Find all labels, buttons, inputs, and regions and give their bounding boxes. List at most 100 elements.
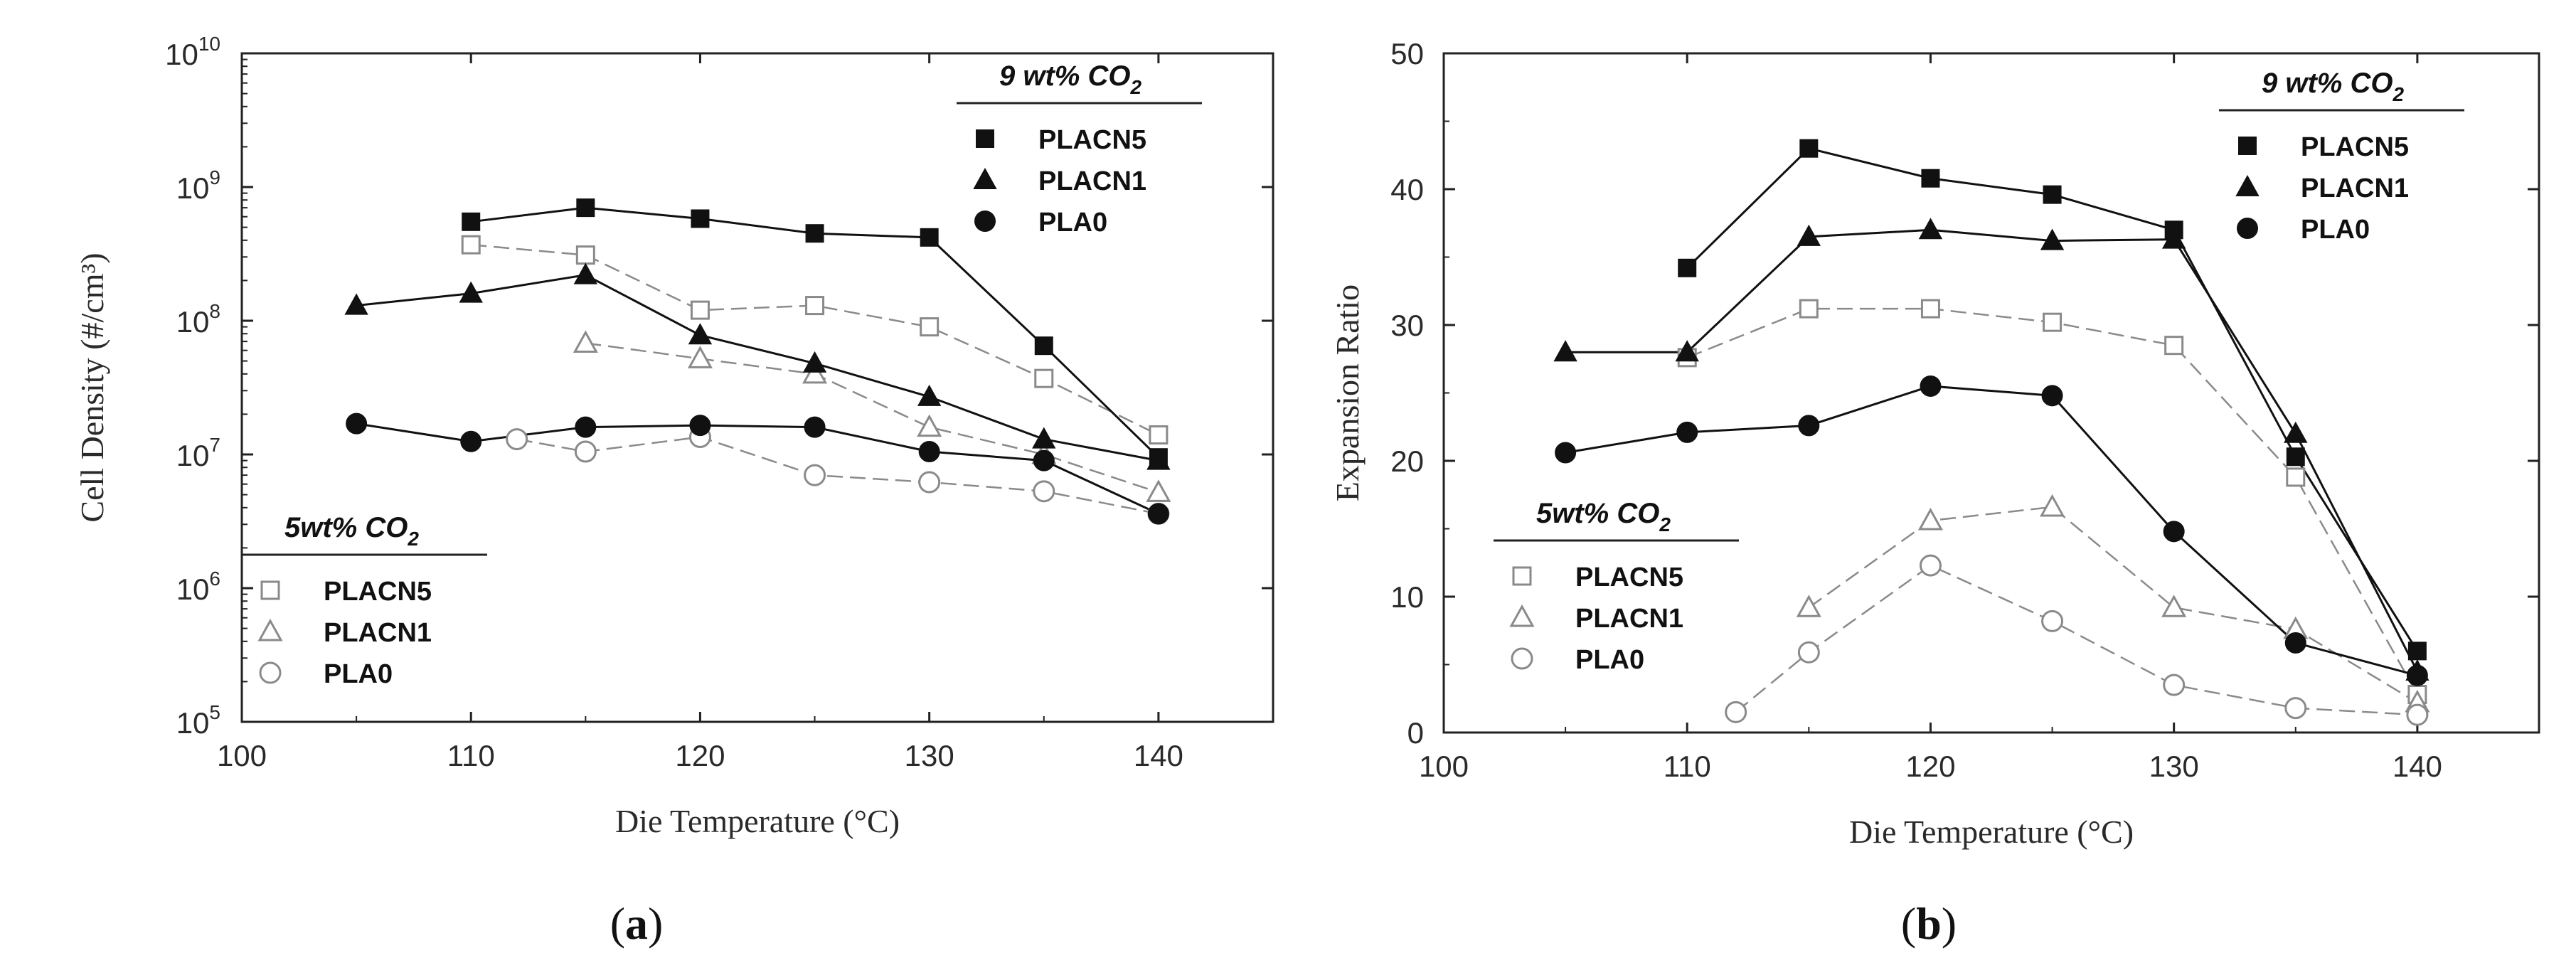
data-point-placn5-9wt — [1678, 258, 1697, 277]
legend-5wt-entry: PLACN1 — [1575, 604, 1683, 634]
y-tick-label: 0 — [1407, 716, 1424, 750]
data-point-placn1-9wt — [2161, 227, 2186, 249]
data-point-pla0-5wt — [1919, 554, 1942, 577]
data-point-placn1-9wt — [802, 351, 827, 373]
legend-9wt-marker — [2237, 218, 2258, 239]
legend-9wt-marker — [2238, 137, 2257, 155]
legend-5wt: 5wt% CO2 PLACN5 PLACN1 PLA0 — [1494, 498, 1739, 675]
data-point-placn1-9wt — [688, 323, 713, 345]
data-point-placn1-5wt — [2040, 494, 2065, 517]
y-tick-label: 1010 — [165, 33, 220, 71]
series-line-placn1-5wt — [1808, 506, 2418, 704]
data-point-pla0-9wt — [1555, 442, 1577, 464]
data-point-pla0-9wt — [2163, 521, 2185, 543]
data-point-placn5-9wt — [691, 209, 710, 228]
data-point-pla0-9wt — [689, 415, 711, 437]
data-point-placn5-5wt — [461, 235, 481, 255]
data-point-pla0-9wt — [804, 416, 826, 438]
x-axis-label: Die Temperature (°C) — [615, 803, 900, 839]
data-point-placn5-9wt — [920, 228, 939, 247]
data-point-placn5-9wt — [2286, 447, 2305, 467]
data-point-placn5-5wt — [920, 317, 940, 337]
data-point-placn5-5wt — [1149, 425, 1169, 445]
x-axis-label: Die Temperature (°C) — [1849, 814, 2134, 850]
data-point-placn1-5wt — [573, 330, 598, 353]
data-point-placn5-5wt — [2164, 336, 2184, 356]
data-point-placn5-5wt — [805, 296, 825, 316]
y-tick-label: 40 — [1390, 173, 1424, 206]
panel-a-label: (a) — [610, 898, 664, 949]
data-point-placn1-9wt — [459, 281, 483, 303]
legend-9wt-entry: PLACN5 — [1038, 125, 1146, 155]
x-tick-label: 140 — [1134, 739, 1183, 772]
legend-9wt-marker — [976, 129, 994, 148]
data-point-placn1-5wt — [802, 361, 828, 384]
legend-9wt-entry: PLA0 — [1038, 208, 1107, 238]
y-tick-label: 105 — [176, 701, 220, 740]
data-point-placn1-9wt — [1797, 224, 1821, 246]
data-point-placn5-9wt — [1799, 139, 1819, 158]
y-tick-label: 30 — [1390, 309, 1424, 342]
series-line-placn1-9wt — [356, 274, 1159, 462]
data-point-placn5-9wt — [805, 224, 824, 243]
data-point-placn5-9wt — [462, 212, 481, 231]
data-point-pla0-5wt — [574, 440, 597, 463]
y-tick-label: 10 — [1390, 580, 1424, 614]
data-point-placn5-5wt — [690, 300, 710, 320]
x-tick-label: 130 — [2149, 750, 2199, 783]
data-point-placn1-9wt — [1146, 448, 1171, 470]
series-line-pla0-9wt — [1565, 385, 2418, 677]
data-point-pla0-9wt — [1920, 375, 1942, 397]
x-tick-label: 130 — [905, 739, 954, 772]
x-tick-label: 100 — [217, 739, 267, 772]
data-point-placn1-9wt — [344, 293, 368, 315]
data-point-placn1-5wt — [1917, 507, 1943, 531]
legend-5wt-marker — [259, 661, 282, 684]
y-tick-label: 109 — [176, 166, 220, 205]
data-point-placn5-9wt — [2043, 185, 2062, 204]
data-point-pla0-9wt — [1147, 503, 1169, 525]
data-point-placn1-5wt — [917, 414, 942, 437]
y-tick-label: 108 — [176, 300, 220, 339]
plot-frame — [240, 52, 1274, 723]
legend-5wt-entry: PLACN1 — [324, 618, 432, 648]
legend-9wt-entry: PLACN1 — [1038, 166, 1146, 196]
legend-5wt-entry: PLACN5 — [1575, 563, 1683, 592]
data-point-pla0-9wt — [2284, 632, 2306, 654]
series-line-placn5-5wt — [471, 243, 1159, 436]
data-point-placn1-9wt — [2040, 228, 2065, 250]
legend-9wt-marker — [2235, 174, 2260, 196]
legend-9wt-entry: PLACN5 — [2301, 132, 2409, 162]
legend-9wt: 9 wt% CO2 PLACN5 PLACN1 PLA0 — [957, 60, 1202, 238]
legend-9wt-title: 9 wt% CO2 — [999, 60, 1141, 98]
data-point-pla0-9wt — [1676, 421, 1698, 443]
data-point-pla0-9wt — [346, 412, 368, 435]
data-point-pla0-5wt — [1033, 480, 1055, 503]
x-tick-label: 140 — [2393, 750, 2442, 783]
data-point-placn1-5wt — [1146, 479, 1171, 502]
data-point-placn5-5wt — [2286, 467, 2306, 487]
x-tick-label: 110 — [447, 739, 495, 772]
data-point-pla0-9wt — [2041, 385, 2063, 407]
data-point-placn5-9wt — [1921, 169, 1940, 188]
data-point-placn1-9wt — [2284, 421, 2308, 443]
y-axis-label: Expansion Ratio — [1329, 284, 1366, 501]
legend-9wt-entry: PLACN1 — [2301, 174, 2409, 203]
data-point-pla0-5wt — [1797, 641, 1820, 664]
data-point-placn5-5wt — [1799, 299, 1819, 319]
data-point-placn1-9wt — [1675, 340, 1699, 362]
data-point-pla0-5wt — [2284, 697, 2307, 720]
data-point-pla0-9wt — [1033, 449, 1055, 472]
data-point-pla0-5wt — [2406, 703, 2429, 726]
y-axis-label: Cell Density (#/cm³) — [74, 252, 110, 522]
data-point-placn1-5wt — [2161, 595, 2187, 617]
data-point-pla0-9wt — [460, 430, 482, 452]
legend-9wt-entry: PLA0 — [2301, 215, 2370, 245]
data-point-pla0-5wt — [2041, 609, 2064, 632]
data-point-placn5-9wt — [576, 198, 595, 218]
data-point-placn5-5wt — [1034, 368, 1054, 388]
data-point-placn1-5wt — [687, 346, 713, 368]
legend-9wt-title: 9 wt% CO2 — [2262, 68, 2404, 105]
chart-panel-a: 100 110 120 130 140 105 106 107 108 109 1010 Die Te… — [74, 33, 1274, 839]
data-point-placn1-9wt — [1553, 340, 1577, 362]
